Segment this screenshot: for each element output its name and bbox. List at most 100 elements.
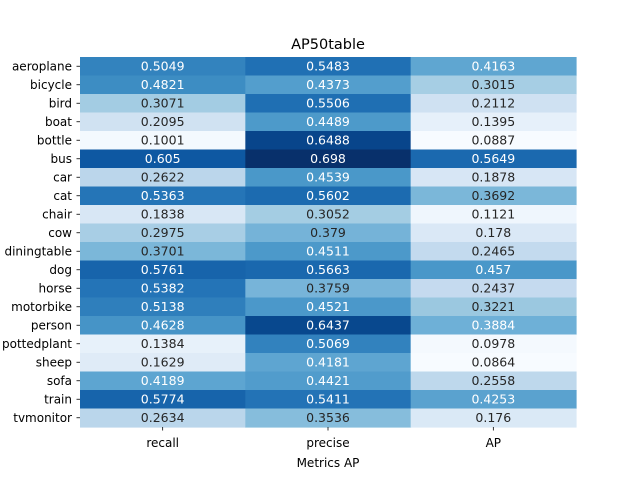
row-label: bird [49, 97, 72, 111]
cell-value-label: 0.2437 [471, 281, 515, 296]
cell-value-label: 0.4628 [141, 318, 185, 333]
cell-value-label: 0.5138 [141, 299, 185, 314]
heatmap-cell [245, 390, 412, 410]
heatmap-cell [80, 390, 246, 410]
cell-value-label: 0.176 [475, 410, 511, 425]
heatmap-cell [410, 242, 577, 262]
heatmap-cell [80, 334, 246, 354]
heatmap-cell [245, 242, 412, 262]
cell-value-label: 0.4539 [306, 170, 350, 185]
cell-value-label: 0.5602 [306, 188, 350, 203]
row-label: sofa [47, 374, 72, 388]
cell-value-label: 0.5761 [141, 262, 185, 277]
heatmap-cell [245, 353, 412, 373]
cell-value-label: 0.6488 [306, 133, 350, 148]
row-label: car [53, 171, 72, 185]
heatmap-cell [410, 205, 577, 225]
cell-value-label: 0.5649 [471, 151, 515, 166]
heatmap-cell [410, 408, 577, 428]
heatmap-cell [410, 75, 577, 95]
x-axis-label: Metrics AP [297, 456, 360, 470]
heatmap-cell [410, 94, 577, 114]
heatmap-cell [245, 223, 412, 243]
heatmap-cell [410, 353, 577, 373]
heatmap-cell [410, 186, 577, 206]
heatmap-cell [80, 149, 246, 169]
cell-value-label: 0.2558 [471, 373, 515, 388]
cell-value-label: 0.1878 [471, 170, 515, 185]
cell-value-label: 0.5663 [306, 262, 350, 277]
cell-value-label: 0.2095 [141, 114, 185, 129]
row-label: tvmonitor [13, 411, 72, 425]
heatmap-cell [410, 297, 577, 317]
row-labels: aeroplane bicycle bird boat bottle bus car cat c… [2, 60, 80, 425]
heatmap-cell [245, 279, 412, 299]
heatmap-cell [80, 112, 246, 132]
heatmap-cell [80, 205, 246, 225]
row-label: bottle [37, 134, 72, 148]
heatmap-cell [245, 94, 412, 114]
row-label: motorbike [11, 300, 72, 314]
cell-value-label: 0.2622 [141, 170, 185, 185]
cell-value-label: 0.4521 [306, 299, 350, 314]
cell-value-label: 0.4189 [141, 373, 185, 388]
cell-value-label: 0.1121 [471, 207, 515, 222]
heatmap-cell [80, 131, 246, 151]
cell-value-label: 0.4821 [141, 77, 185, 92]
heatmap-cell [410, 334, 577, 354]
cell-value-label: 0.698 [310, 151, 346, 166]
heatmap-cell [410, 149, 577, 169]
row-label: bus [51, 152, 72, 166]
heatmap-cell [80, 242, 246, 262]
cell-value-label: 0.1629 [141, 355, 185, 370]
column-labels: recall precise AP [146, 427, 501, 450]
row-label: horse [38, 282, 72, 296]
heatmap-cell [80, 168, 246, 188]
heatmap-cell [410, 390, 577, 410]
cell-value-label: 0.4421 [306, 373, 350, 388]
heatmap-cell [80, 316, 246, 336]
row-label: bicycle [30, 78, 72, 92]
row-label: cat [53, 189, 72, 203]
heatmap-cell [245, 297, 412, 317]
cell-value-label: 0.4253 [471, 392, 515, 407]
cell-value-label: 0.5483 [306, 59, 350, 74]
heatmap-cell [80, 75, 246, 95]
heatmap-cell [80, 57, 246, 77]
cell-value-label: 0.178 [475, 225, 511, 240]
cell-value-label: 0.3759 [306, 281, 350, 296]
chart-title: AP50table [291, 37, 365, 53]
heatmap-cell [245, 168, 412, 188]
heatmap-cell [245, 112, 412, 132]
heatmap-cell [245, 149, 412, 169]
row-label: person [31, 319, 72, 333]
cell-value-label: 0.2975 [141, 225, 185, 240]
cell-value-label: 0.5049 [141, 59, 185, 74]
cell-value-label: 0.2112 [471, 96, 515, 111]
row-label: cow [48, 226, 72, 240]
cell-value-label: 0.4163 [471, 59, 515, 74]
row-label: chair [42, 208, 72, 222]
column-label: recall [146, 436, 179, 450]
cell-value-label: 0.2634 [141, 410, 185, 425]
cell-value-label: 0.4181 [306, 355, 350, 370]
cell-value-label: 0.1395 [471, 114, 515, 129]
heatmap-cell [80, 371, 246, 391]
heatmap-cell [80, 279, 246, 299]
cell-value-label: 0.0864 [471, 355, 515, 370]
cell-value-label: 0.5774 [141, 392, 185, 407]
row-label: dog [49, 263, 72, 277]
heatmap-cell [410, 131, 577, 151]
cell-value-label: 0.457 [475, 262, 511, 277]
heatmap-cell [410, 371, 577, 391]
heatmap-cell [245, 260, 412, 280]
heatmap-cell [80, 94, 246, 114]
cell-value-label: 0.379 [310, 225, 346, 240]
heatmap-cell [80, 186, 246, 206]
heatmap-cell [245, 316, 412, 336]
cell-value-label: 0.3221 [471, 299, 515, 314]
heatmap-cell [410, 168, 577, 188]
heatmap-cell [80, 408, 246, 428]
cell-value-label: 0.6437 [306, 318, 350, 333]
